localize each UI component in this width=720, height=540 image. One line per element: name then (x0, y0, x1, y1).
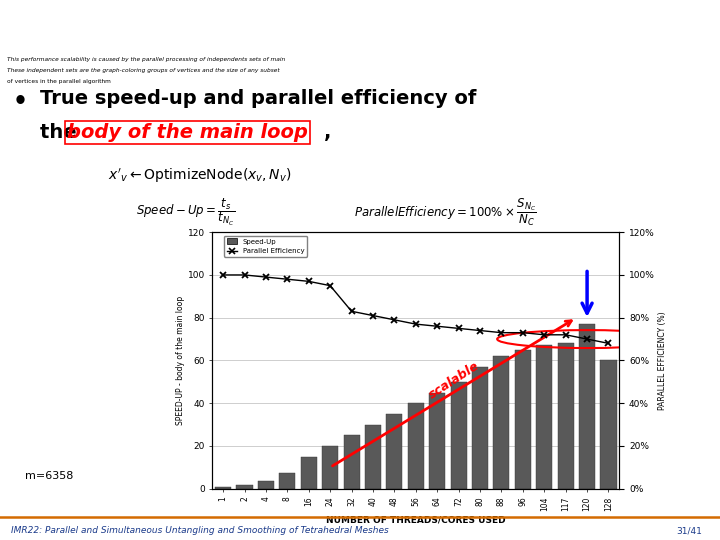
Text: ,: , (324, 123, 331, 141)
Bar (472, 367, 488, 489)
Bar (301, 457, 317, 489)
Bar (493, 356, 510, 489)
Bar (515, 350, 531, 489)
Bar (279, 472, 295, 489)
Bar (451, 382, 467, 489)
Bar (236, 485, 253, 489)
Bar (536, 346, 552, 489)
Text: This performance scalability is caused by the parallel processing of independent: This performance scalability is caused b… (7, 57, 285, 62)
Y-axis label: SPEED-UP - body of the main loop: SPEED-UP - body of the main loop (176, 296, 185, 425)
Text: m=6358: m=6358 (25, 471, 74, 481)
Text: 31/41: 31/41 (676, 526, 702, 536)
Legend: Speed-Up, Parallel Efficiency: Speed-Up, Parallel Efficiency (224, 235, 307, 257)
Bar (387, 414, 402, 489)
Bar (258, 481, 274, 489)
Text: •: • (13, 90, 28, 114)
Text: the: the (40, 123, 83, 141)
Bar (600, 361, 616, 489)
X-axis label: NUMBER OF THREADS/CORES USED: NUMBER OF THREADS/CORES USED (326, 515, 505, 524)
Bar (322, 446, 338, 489)
Text: $ParallelEfficiency = 100\%\times \dfrac{S_{N_C}}{N_C}$: $ParallelEfficiency = 100\%\times \dfrac… (354, 196, 536, 228)
Text: of vertices in the parallel algorithm: of vertices in the parallel algorithm (7, 79, 111, 84)
Text: Performance scalability: Performance scalability (11, 12, 455, 45)
Text: True speed-up and parallel efficiency of: True speed-up and parallel efficiency of (40, 89, 476, 107)
Bar (215, 487, 231, 489)
Bar (365, 424, 381, 489)
Bar (408, 403, 424, 489)
Text: These independent sets are the graph-coloring groups of vertices and the size of: These independent sets are the graph-col… (7, 68, 280, 73)
Bar (343, 435, 359, 489)
Text: body of the main loop: body of the main loop (67, 123, 308, 141)
Text: $Speed-Up = \dfrac{t_s}{t_{N_C}}$: $Speed-Up = \dfrac{t_s}{t_{N_C}}$ (135, 196, 235, 228)
Text: $x'_v \leftarrow \mathrm{OptimizeNode}(x_v, N_v)$: $x'_v \leftarrow \mathrm{OptimizeNode}(x… (108, 166, 292, 185)
Text: IMR22: Parallel and Simultaneous Untangling and Smoothing of Tetrahedral Meshes: IMR22: Parallel and Simultaneous Untangl… (11, 526, 389, 536)
Bar (558, 343, 574, 489)
Y-axis label: PARALLEL EFFICIENCY (%): PARALLEL EFFICIENCY (%) (657, 311, 667, 410)
Text: scalable: scalable (426, 360, 482, 402)
Bar (429, 393, 445, 489)
Bar (579, 324, 595, 489)
